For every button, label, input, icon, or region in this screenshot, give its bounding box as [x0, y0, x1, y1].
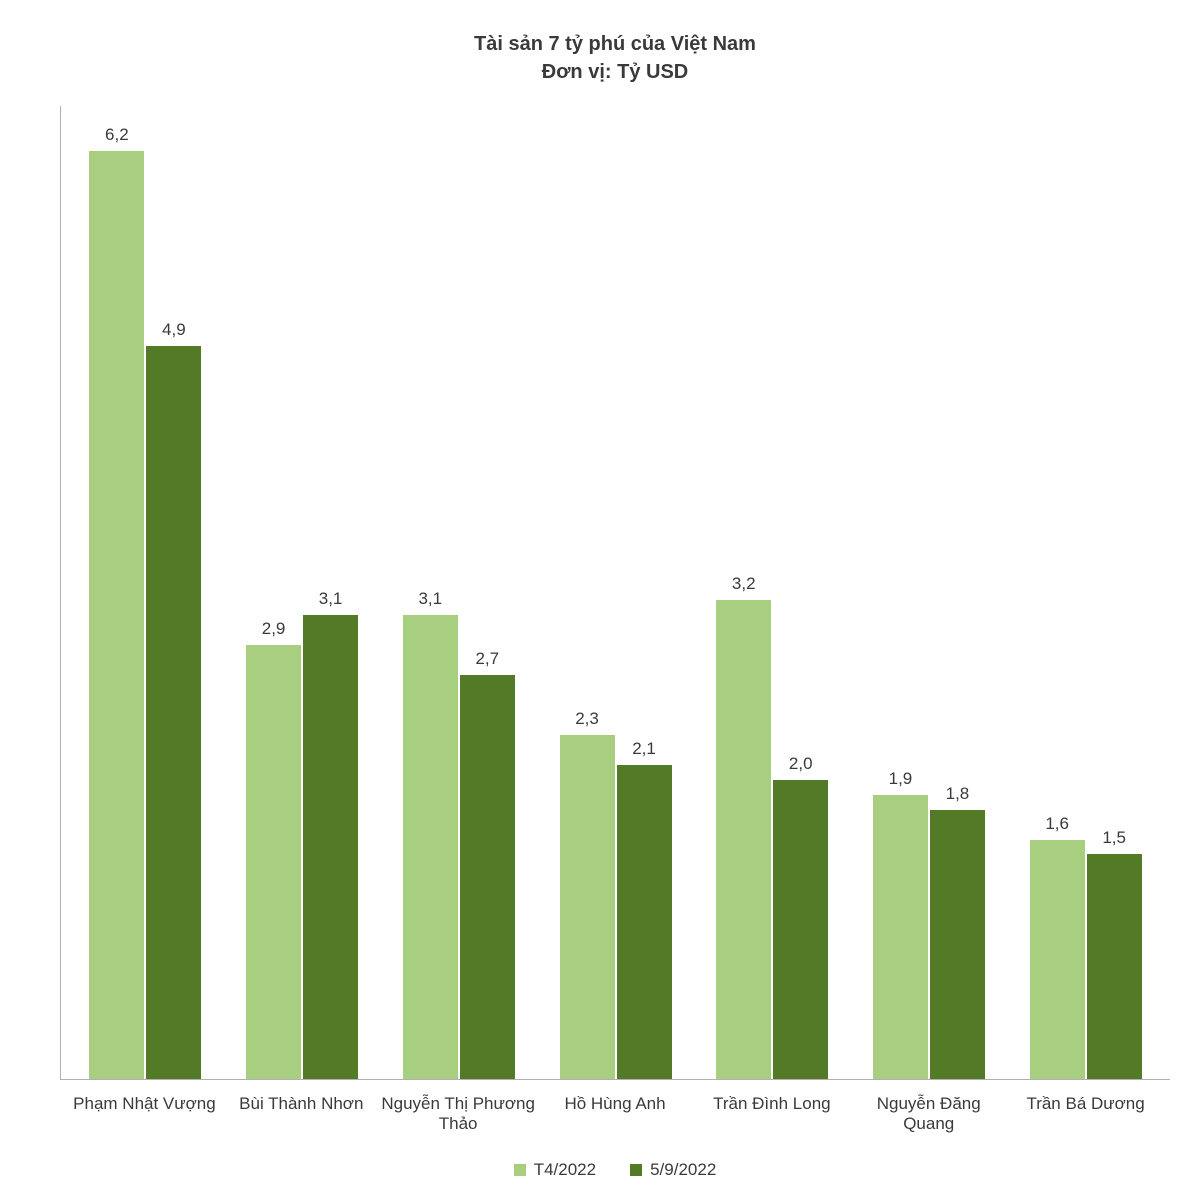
bar-value-label: 1,5 [1102, 828, 1126, 848]
legend: T4/2022 5/9/2022 [60, 1160, 1170, 1180]
bar-wrap: 1,6 [1030, 106, 1085, 1079]
bar-wrap: 2,0 [773, 106, 828, 1079]
chart-title: Tài sản 7 tỷ phú của Việt Nam Đơn vị: Tỷ… [60, 30, 1170, 86]
bar [1030, 840, 1085, 1080]
bar-value-label: 4,9 [162, 320, 186, 340]
x-axis-label: Phạm Nhật Vượng [66, 1094, 223, 1134]
bar-wrap: 1,8 [930, 106, 985, 1079]
bar-value-label: 2,7 [475, 649, 499, 669]
x-axis-label: Trần Bá Dương [1007, 1094, 1164, 1134]
legend-swatch-2 [630, 1164, 642, 1176]
bar-value-label: 1,6 [1045, 814, 1069, 834]
plot-area: 6,24,92,93,13,12,72,32,13,22,01,91,81,61… [60, 106, 1170, 1080]
legend-item-series-1: T4/2022 [514, 1160, 596, 1180]
legend-label-2: 5/9/2022 [650, 1160, 716, 1180]
bar [460, 675, 515, 1079]
x-axis-label: Bùi Thành Nhơn [223, 1094, 380, 1134]
bar [560, 735, 615, 1079]
bar-wrap: 2,1 [617, 106, 672, 1079]
bar-group: 1,9 1,8 [851, 106, 1008, 1079]
bar-wrap: 4,9 [146, 106, 201, 1079]
bar-group: 6,2 4,9 [67, 106, 224, 1079]
bar-wrap: 2,7 [460, 106, 515, 1079]
chart-container: Tài sản 7 tỷ phú của Việt Nam Đơn vị: Tỷ… [0, 0, 1200, 1200]
bar [716, 600, 771, 1079]
bar [89, 151, 144, 1079]
x-axis-label: Nguyễn Thị Phương Thảo [380, 1094, 537, 1134]
bar [403, 615, 458, 1079]
bar-group: 2,3 2,1 [537, 106, 694, 1079]
x-axis-label: Nguyễn Đăng Quang [850, 1094, 1007, 1134]
legend-swatch-1 [514, 1164, 526, 1176]
bar-group: 3,1 2,7 [380, 106, 537, 1079]
bar-value-label: 3,1 [319, 589, 343, 609]
bar-value-label: 6,2 [105, 125, 129, 145]
bar-wrap: 2,9 [246, 106, 301, 1079]
bar-value-label: 2,3 [575, 709, 599, 729]
bar-wrap: 2,3 [560, 106, 615, 1079]
bar [773, 780, 828, 1079]
bar-wrap: 3,2 [716, 106, 771, 1079]
bar-value-label: 2,1 [632, 739, 656, 759]
bar-value-label: 2,0 [789, 754, 813, 774]
x-axis: Phạm Nhật VượngBùi Thành NhơnNguyễn Thị … [60, 1094, 1170, 1134]
bar [246, 645, 301, 1079]
bar [146, 346, 201, 1079]
bar-wrap: 1,5 [1087, 106, 1142, 1079]
bar-group: 3,2 2,0 [694, 106, 851, 1079]
bar-value-label: 1,8 [946, 784, 970, 804]
x-axis-label: Trần Đình Long [693, 1094, 850, 1134]
bar-wrap: 3,1 [403, 106, 458, 1079]
legend-label-1: T4/2022 [534, 1160, 596, 1180]
title-line-2: Đơn vị: Tỷ USD [60, 58, 1170, 86]
bar [930, 810, 985, 1079]
bar [617, 765, 672, 1079]
legend-item-series-2: 5/9/2022 [630, 1160, 716, 1180]
bar-wrap: 3,1 [303, 106, 358, 1079]
x-axis-label: Hồ Hùng Anh [537, 1094, 694, 1134]
bar-wrap: 1,9 [873, 106, 928, 1079]
bar-value-label: 1,9 [889, 769, 913, 789]
title-line-1: Tài sản 7 tỷ phú của Việt Nam [60, 30, 1170, 58]
bar-value-label: 3,2 [732, 574, 756, 594]
bar [303, 615, 358, 1079]
bar-group: 1,6 1,5 [1007, 106, 1164, 1079]
bar-value-label: 3,1 [418, 589, 442, 609]
bar [1087, 854, 1142, 1079]
bar-group: 2,9 3,1 [224, 106, 381, 1079]
bar [873, 795, 928, 1079]
bar-value-label: 2,9 [262, 619, 286, 639]
bar-wrap: 6,2 [89, 106, 144, 1079]
